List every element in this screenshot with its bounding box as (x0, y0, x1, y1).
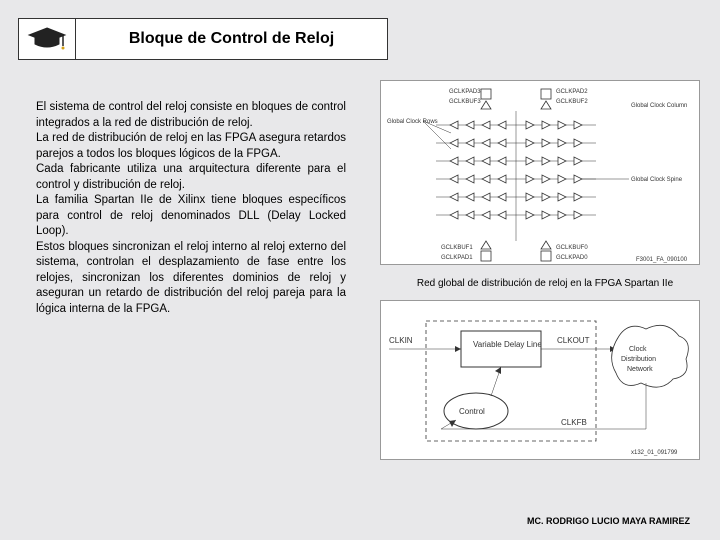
gclkbuf0-label: GCLKBUF0 (556, 245, 588, 251)
paragraph-5: Estos bloques sincronizan el reloj inter… (36, 240, 346, 318)
control-label: Control (459, 407, 485, 416)
diagram-caption: Red global de distribución de reloj en l… (390, 278, 700, 289)
gclkbuf1-label: GCLKBUF1 (441, 245, 473, 251)
gclkbuf2-label: GCLKBUF2 (556, 99, 588, 105)
slide-title: Bloque de Control de Reloj (129, 30, 334, 48)
author-footer: MC. RODRIGO LUCIO MAYA RAMIREZ (527, 516, 690, 526)
paragraph-3: Cada fabricante utiliza una arquitectura… (36, 162, 346, 193)
diagram-bottom-ref: x132_01_091799 (631, 450, 678, 456)
global-clock-column-label: Global Clock Column (631, 103, 687, 109)
slide-header: Bloque de Control de Reloj (18, 18, 388, 60)
vdl-label: Variable Delay Line (473, 340, 542, 349)
graduation-cap-icon (18, 18, 76, 60)
clkout-label: CLKOUT (557, 336, 590, 345)
cdn-label-2: Distribution (621, 356, 656, 363)
gclkbuf3-label: GCLKBUF3 (449, 99, 481, 105)
body-text: El sistema de control del reloj consiste… (36, 100, 346, 317)
global-clock-spine-label: Global Clock Spine (631, 177, 683, 183)
clock-distribution-diagram: GCLKPAD3 GCLKBUF3 GCLKPAD2 GCLKBUF2 Glob… (380, 80, 700, 265)
cdn-label-1: Clock (629, 346, 647, 353)
gclkpad1-label: GCLKPAD1 (441, 255, 473, 261)
title-box: Bloque de Control de Reloj (76, 18, 388, 60)
cdn-label-3: Network (627, 366, 653, 373)
clkin-label: CLKIN (389, 336, 413, 345)
gclkpad2-label: GCLKPAD2 (556, 89, 588, 95)
gclkpad3-label: GCLKPAD3 (449, 89, 481, 95)
dll-block-diagram: CLKIN Variable Delay Line CLKOUT Clock D… (380, 300, 700, 460)
paragraph-4: La familia Spartan IIe de Xilinx tiene b… (36, 193, 346, 240)
paragraph-1: El sistema de control del reloj consiste… (36, 100, 346, 131)
clkfb-label: CLKFB (561, 418, 587, 427)
paragraph-2: La red de distribución de reloj en las F… (36, 131, 346, 162)
diagram-top-ref: F3001_FA_090100 (636, 257, 688, 263)
gclkpad0-label: GCLKPAD0 (556, 255, 588, 261)
